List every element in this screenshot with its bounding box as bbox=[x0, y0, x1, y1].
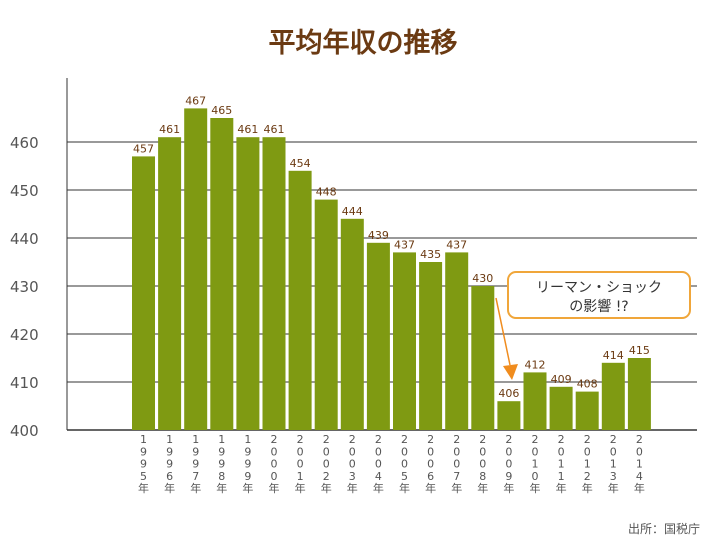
callout-arrow-line bbox=[495, 297, 511, 366]
bar-2005年 bbox=[393, 252, 416, 430]
bar-2009年 bbox=[497, 401, 521, 430]
value-label-2014年: 415 bbox=[629, 344, 650, 357]
bar-1998年 bbox=[210, 118, 234, 430]
bar-2007年 bbox=[445, 252, 469, 430]
bar-2014年 bbox=[627, 358, 651, 430]
bar-2003年 bbox=[340, 218, 364, 430]
y-tick-label-450: 450 bbox=[10, 182, 39, 200]
bar-1995年 bbox=[132, 156, 155, 430]
bar-2012年 bbox=[575, 391, 599, 430]
source-note: 出所：国税庁 bbox=[628, 522, 700, 536]
value-label-1999年: 461 bbox=[237, 123, 258, 136]
value-label-2004年: 439 bbox=[368, 229, 389, 242]
y-tick-label-430: 430 bbox=[10, 278, 39, 296]
bar-2013年 bbox=[601, 362, 625, 430]
value-label-2003年: 444 bbox=[342, 205, 363, 218]
bar-2001年 bbox=[288, 170, 312, 431]
value-label-2007年: 437 bbox=[446, 238, 467, 251]
value-label-2000年: 461 bbox=[264, 123, 285, 136]
bar-2002年 bbox=[314, 199, 338, 430]
label-layer: 457 461 467 465 461 461 454 448 444 439 437 435 437 4… bbox=[133, 94, 650, 400]
y-tick-label-410: 410 bbox=[10, 374, 39, 392]
value-label-2002年: 448 bbox=[316, 186, 337, 199]
value-label-2005年: 437 bbox=[394, 238, 415, 251]
value-label-2001年: 454 bbox=[290, 157, 311, 170]
bar-2004年 bbox=[366, 242, 390, 430]
bar-2010年 bbox=[523, 372, 547, 430]
value-label-2009年: 406 bbox=[498, 387, 519, 400]
chart-title: 平均年収の推移 bbox=[269, 27, 458, 59]
x-tick-labels: 1 9 9 5 年 1 9 9 6 年 1 9 9 7 年 1 9 9 8 年 1 9 9 9 年 2 0 0 0 年 2 0 0 1 年 2 0 0 2 年… bbox=[138, 433, 645, 495]
value-label-2011年: 409 bbox=[551, 373, 572, 386]
value-label-2010年: 412 bbox=[525, 358, 546, 371]
y-tick-label-400: 400 bbox=[10, 422, 39, 440]
callout-arrow-head bbox=[503, 364, 518, 380]
y-tick-label-440: 440 bbox=[10, 230, 39, 248]
bar-1997年 bbox=[184, 108, 208, 431]
y-tick-label-420: 420 bbox=[10, 326, 39, 344]
value-label-1996年: 461 bbox=[159, 123, 180, 136]
value-label-1995年: 457 bbox=[133, 142, 154, 155]
value-label-2013年: 414 bbox=[603, 349, 624, 362]
y-tick-label-460: 460 bbox=[10, 134, 39, 152]
value-label-1998年: 465 bbox=[211, 104, 232, 117]
y-tick-labels: 400 410 420 430 440 450 460 bbox=[10, 134, 39, 440]
value-label-1997年: 467 bbox=[185, 94, 206, 107]
bar-2008年 bbox=[471, 286, 495, 430]
bar-2011年 bbox=[549, 386, 573, 430]
callout-line-1: リーマン・ショック bbox=[536, 280, 662, 296]
value-label-2012年: 408 bbox=[577, 378, 598, 391]
callout-box bbox=[507, 271, 691, 319]
value-label-2006年: 435 bbox=[420, 248, 441, 261]
bar-1999年 bbox=[236, 137, 260, 430]
bar-2006年 bbox=[419, 262, 443, 430]
bar-2000年 bbox=[262, 137, 286, 430]
callout-line-2: の影響 !? bbox=[569, 298, 629, 315]
annotation-callout: リーマン・ショック の影響 !? bbox=[495, 271, 691, 380]
value-label-2008年: 430 bbox=[472, 272, 493, 285]
bar-layer bbox=[132, 108, 651, 431]
bar-1996年 bbox=[158, 137, 182, 430]
